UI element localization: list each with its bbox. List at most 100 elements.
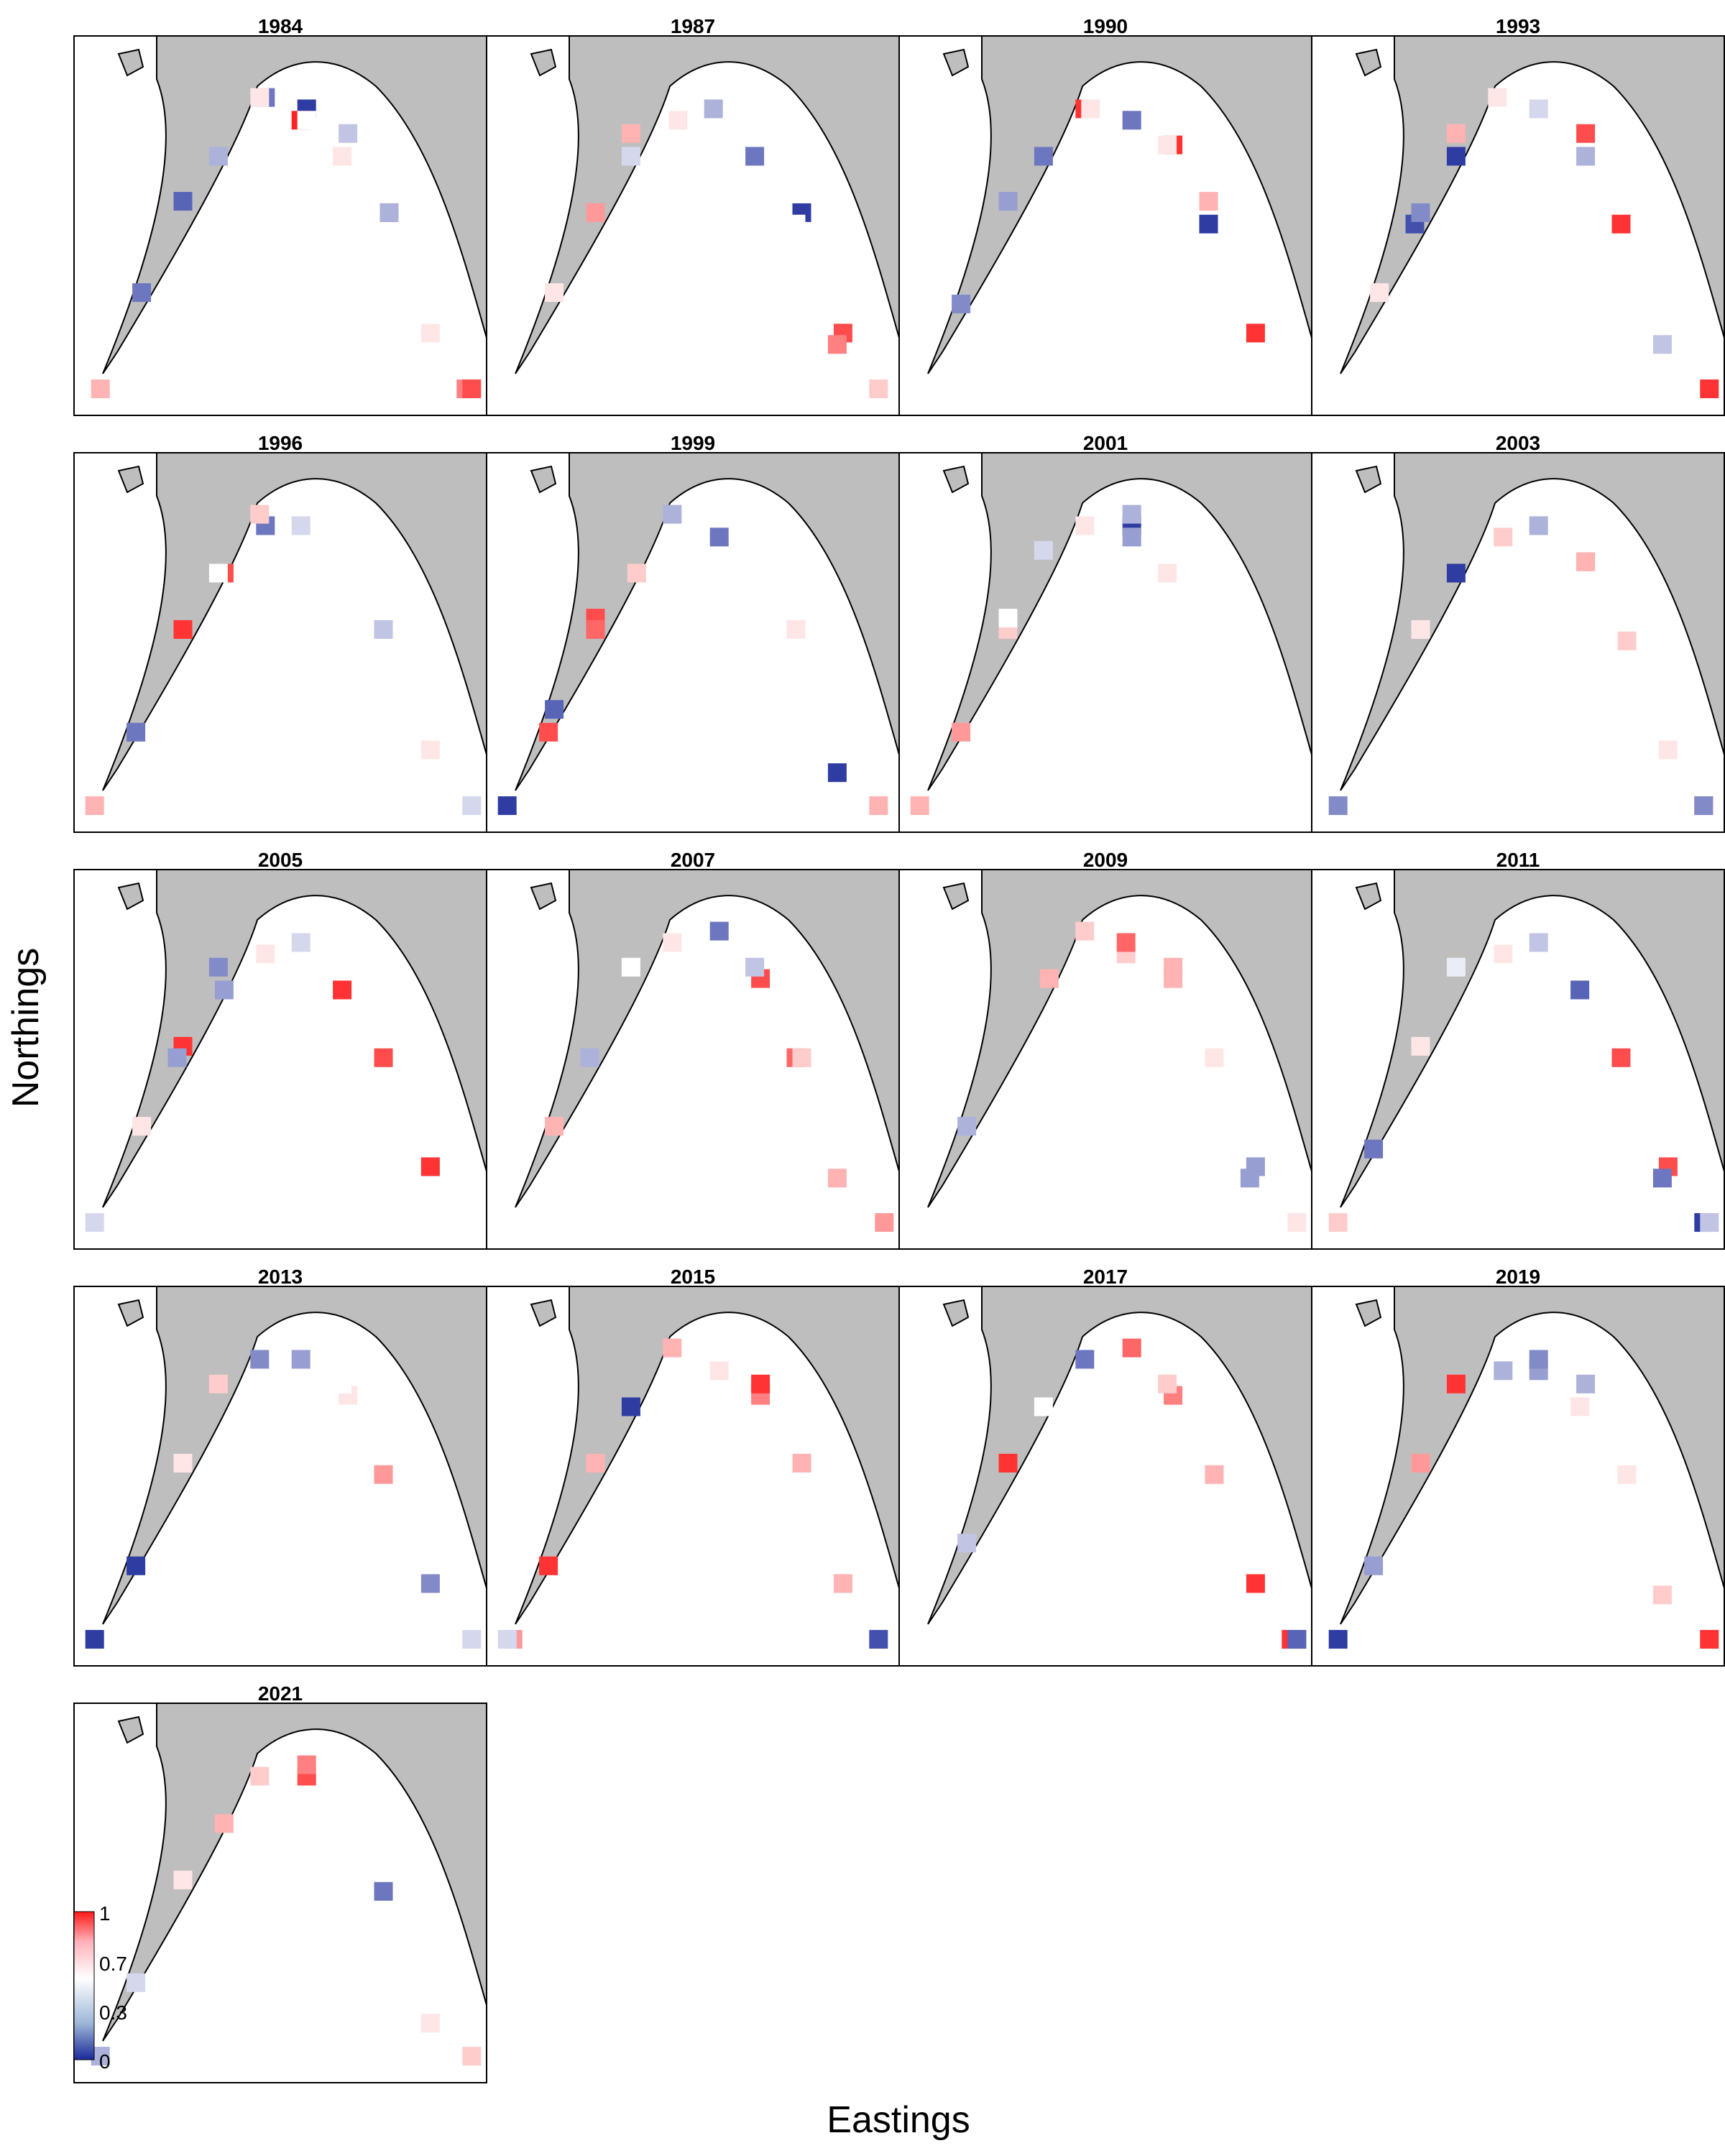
heatmap-cell <box>497 1630 517 1649</box>
colorbar-tick-label: 1 <box>99 1902 111 1925</box>
heatmap-cell <box>374 619 393 639</box>
island <box>117 48 144 77</box>
heatmap-cell <box>1199 192 1218 211</box>
heatmap-cell <box>1570 1397 1590 1416</box>
island <box>1355 882 1382 911</box>
land-mass <box>102 35 487 374</box>
panel-year-title: 2011 <box>1496 849 1540 871</box>
heatmap-cell <box>1246 1574 1265 1593</box>
heatmap-cell <box>1611 1048 1631 1067</box>
heatmap-cell <box>1652 1585 1672 1605</box>
island <box>942 882 970 911</box>
heatmap-cell <box>85 1630 104 1649</box>
heatmap-cell <box>792 1453 811 1473</box>
heatmap-cell <box>132 283 152 303</box>
heatmap-cell <box>1116 933 1136 952</box>
island <box>117 1299 144 1327</box>
heatmap-cell <box>1287 1630 1307 1649</box>
heatmap-cell <box>957 1534 977 1553</box>
map-panel: 1984 <box>73 15 487 416</box>
panel-frame <box>1311 452 1725 833</box>
heatmap-cell <box>333 980 352 1000</box>
heatmap-cell <box>420 740 440 760</box>
heatmap-cell <box>1075 921 1095 941</box>
island <box>117 465 144 494</box>
heatmap-cell <box>952 722 971 742</box>
heatmap-cell <box>869 1630 888 1649</box>
island <box>942 48 970 77</box>
island <box>1355 465 1382 494</box>
map-panel: 1999 <box>486 432 900 833</box>
land-mass <box>927 1286 1312 1625</box>
heatmap-cell <box>297 111 316 130</box>
land-mass <box>102 869 487 1208</box>
heatmap-cell <box>709 921 729 941</box>
heatmap-cell <box>291 933 310 952</box>
heatmap-cell <box>1039 969 1059 988</box>
map-panel: 2001 <box>898 432 1312 833</box>
panel-frame <box>1311 1286 1725 1667</box>
heatmap-cell <box>214 980 234 1000</box>
heatmap-cell <box>208 147 228 166</box>
heatmap-cell <box>85 1213 104 1233</box>
heatmap-cell <box>1652 335 1672 354</box>
heatmap-cell <box>957 1117 977 1136</box>
heatmap-cell <box>998 609 1018 628</box>
y-axis-label-box: Northings <box>4 934 47 1121</box>
panel-frame <box>1311 869 1725 1250</box>
heatmap-cell <box>539 722 558 742</box>
heatmap-cell <box>291 1350 310 1369</box>
heatmap-cell <box>827 1169 847 1188</box>
heatmap-cell <box>1122 1338 1141 1358</box>
heatmap-cell <box>250 1350 270 1369</box>
heatmap-cell <box>545 700 564 719</box>
heatmap-cell <box>333 563 352 583</box>
land-mass <box>1340 35 1725 374</box>
heatmap-cell <box>1529 933 1548 952</box>
colorbar <box>73 1911 95 2060</box>
heatmap-cell <box>1446 124 1466 143</box>
heatmap-cell <box>1199 214 1218 234</box>
heatmap-cell <box>462 796 482 816</box>
heatmap-cell <box>1446 1374 1466 1393</box>
heatmap-cell <box>132 1117 152 1136</box>
heatmap-cell <box>167 1048 187 1067</box>
heatmap-cell <box>1529 1350 1548 1369</box>
island <box>1355 1299 1382 1327</box>
panel-year-title: 2007 <box>671 849 715 871</box>
heatmap-cell <box>1411 1453 1430 1473</box>
heatmap-cell <box>663 1338 682 1358</box>
panel-year-title: 1990 <box>1083 15 1128 37</box>
heatmap-cell <box>869 379 888 399</box>
island <box>530 465 557 494</box>
colorbar-tick-label: 0.7 <box>99 1953 127 1975</box>
heatmap-cell <box>1494 528 1513 547</box>
land-mass <box>515 869 900 1208</box>
heatmap-cell <box>333 147 352 166</box>
heatmap-cell <box>1652 1169 1672 1188</box>
heatmap-cell <box>1364 1556 1384 1575</box>
heatmap-cell <box>333 1814 352 1833</box>
map-panel: 1987 <box>486 15 900 416</box>
heatmap-cell <box>833 1574 852 1593</box>
heatmap-cell <box>827 335 847 354</box>
heatmap-cell <box>998 1453 1018 1473</box>
heatmap-cell <box>1328 796 1348 816</box>
heatmap-cell <box>1034 147 1053 166</box>
heatmap-cell <box>1494 944 1513 964</box>
map-panel: 1993 <box>1311 15 1725 416</box>
panel-year-title: 1996 <box>258 432 303 454</box>
land-mass <box>515 452 900 791</box>
heatmap-cell <box>745 957 765 977</box>
heatmap-cell <box>621 957 640 977</box>
heatmap-cell <box>1576 552 1596 571</box>
heatmap-cell <box>250 88 270 107</box>
heatmap-cell <box>173 1870 193 1889</box>
heatmap-cell <box>420 323 440 343</box>
land-mass <box>102 452 487 791</box>
panel-year-title: 2017 <box>1083 1266 1128 1288</box>
heatmap-cell <box>580 1048 599 1067</box>
x-axis-label: Eastings <box>827 2099 970 2141</box>
heatmap-cell <box>1611 214 1631 234</box>
heatmap-cell <box>1081 99 1100 119</box>
